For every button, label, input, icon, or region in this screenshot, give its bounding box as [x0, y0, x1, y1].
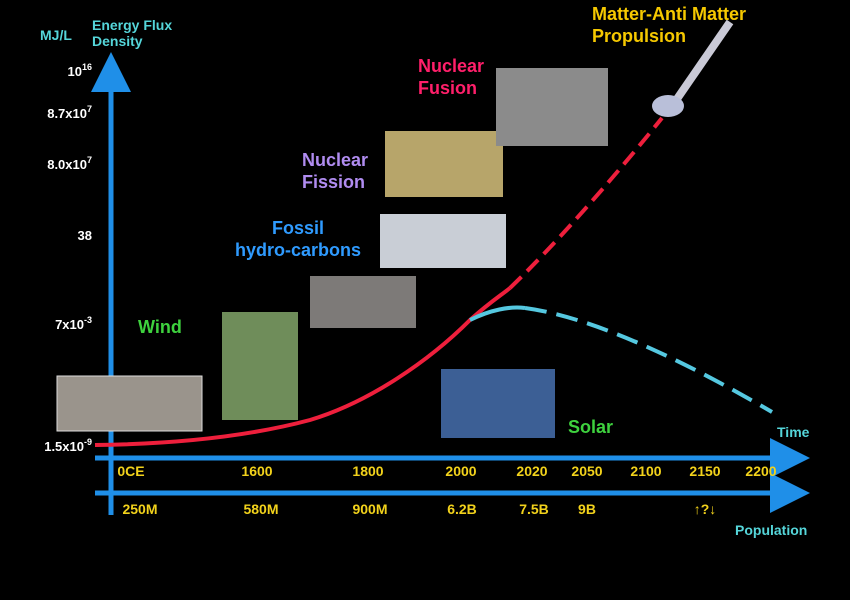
y-label-base: 7x10: [55, 317, 84, 332]
time-label: 2200: [745, 463, 776, 479]
y-label-base: 1.5x10: [44, 439, 84, 454]
y-label-base: 10: [68, 64, 82, 79]
y-label-exp: 7: [87, 155, 92, 165]
time-label: 2020: [516, 463, 547, 479]
spaceship-engine: [652, 95, 684, 117]
windmill-image: [222, 312, 298, 420]
time-label: 1600: [241, 463, 272, 479]
antimatter-label: Propulsion: [592, 26, 686, 46]
fusion-label: Nuclear: [418, 56, 484, 76]
y-label: 8.0x107: [47, 155, 92, 172]
y-label-exp: -9: [84, 437, 92, 447]
time-label: 2100: [630, 463, 661, 479]
y-label-exp: 16: [82, 62, 92, 72]
y-label-base: 8.7x10: [47, 106, 87, 121]
carving-image: [56, 375, 203, 432]
fossil-label: hydro-carbons: [235, 240, 361, 260]
population-label: 580M: [243, 501, 278, 517]
population-label: 250M: [122, 501, 157, 517]
y-label: 7x10-3: [55, 315, 92, 332]
y-label-exp: -3: [84, 315, 92, 325]
y-label-base: 8.0x10: [47, 157, 87, 172]
time-label: 2050: [571, 463, 602, 479]
plane-image: [380, 214, 506, 268]
time-label: 2000: [445, 463, 476, 479]
y-title: Energy Flux: [92, 17, 172, 33]
energy-curve-projection: [508, 116, 664, 290]
fission-label: Nuclear: [302, 150, 368, 170]
time-label: 1800: [352, 463, 383, 479]
y-label: 8.7x107: [47, 104, 92, 121]
population-label: ↑?↓: [694, 501, 717, 517]
solar-curve: [469, 305, 526, 322]
time-label: 0CE: [117, 463, 144, 479]
fusion-reactor-image: [496, 68, 608, 146]
fission-label: Fission: [302, 172, 365, 192]
y-label-exp: 7: [87, 104, 92, 114]
time-label: 2150: [689, 463, 720, 479]
population-title: Population: [735, 522, 807, 538]
energy-curve: [94, 286, 512, 447]
fossil-label: Fossil: [272, 218, 324, 238]
spaceship-image: [664, 19, 734, 115]
y-label: 1.5x10-9: [44, 437, 92, 454]
population-label: 6.2B: [447, 501, 477, 517]
solar-panel-image: [441, 369, 555, 438]
y-label: 1016: [68, 62, 92, 79]
population-label: 7.5B: [519, 501, 549, 517]
time-title: Time: [777, 424, 810, 440]
y-unit: MJ/L: [40, 27, 72, 43]
fusion-label: Fusion: [418, 78, 477, 98]
population-label: 900M: [352, 501, 387, 517]
fission-plant-image: [385, 131, 503, 197]
wind-label: Wind: [138, 317, 182, 337]
y-label: 38: [78, 228, 92, 243]
y-label-base: 38: [78, 228, 92, 243]
antimatter-label: Matter-Anti Matter: [592, 4, 746, 24]
solar-label: Solar: [568, 417, 613, 437]
population-label: 9B: [578, 501, 596, 517]
solar-curve-projection: [524, 306, 774, 414]
train-image: [310, 276, 416, 328]
y-title: Density: [92, 33, 143, 49]
